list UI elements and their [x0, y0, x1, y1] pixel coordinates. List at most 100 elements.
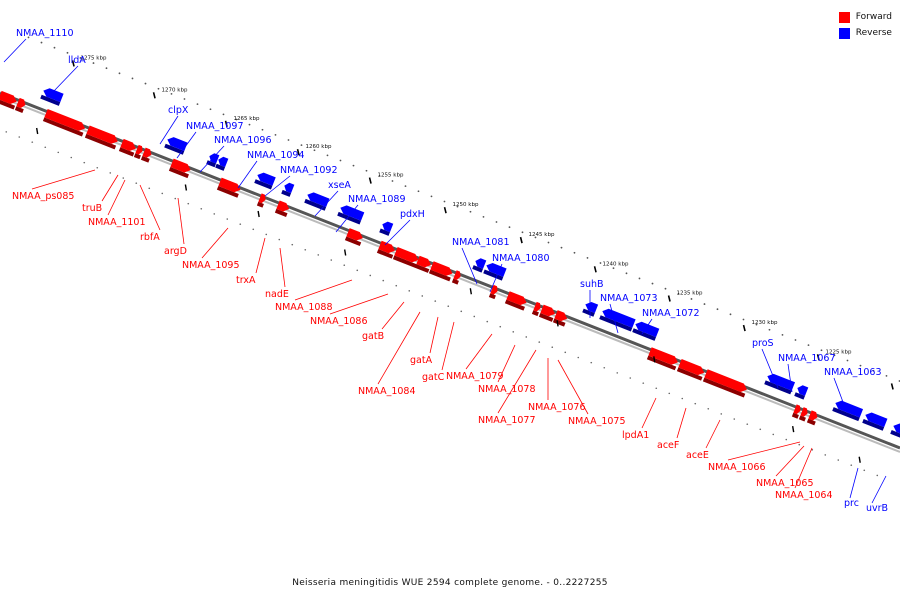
track-dot: [144, 82, 147, 85]
reverse-gene-arrow: [862, 412, 888, 431]
track-dot-lower: [798, 443, 801, 446]
reverse-leader-line: [641, 318, 653, 335]
track-dot: [222, 113, 225, 116]
reverse-gene-arrow-face: [486, 262, 507, 277]
track-dot: [378, 174, 381, 177]
gene-label-gatc: gatC: [422, 372, 445, 383]
track-dot-lower: [616, 372, 619, 374]
reverse-leader-line: [787, 363, 793, 393]
reverse-gene-arrow-face: [635, 321, 660, 338]
forward-gene-arrow-side: [0, 99, 16, 110]
reverse-gene-arrow-face: [257, 172, 276, 186]
forward-gene-arrow-face: [430, 261, 453, 276]
track-dot: [768, 328, 771, 331]
reverse-gene-arrow-face: [475, 258, 487, 269]
kbp-label: 1230 kbp: [752, 320, 778, 326]
position-marker: [556, 320, 559, 327]
track-dot: [66, 51, 69, 54]
forward-gene-arrow-side: [702, 377, 746, 398]
kbp-tick: [368, 177, 372, 184]
reverse-leader-line: [384, 219, 411, 246]
track-dot: [820, 349, 823, 352]
track-dot-lower: [57, 151, 60, 154]
reverse-swatch: [838, 27, 850, 39]
forward-gene-arrow-face: [800, 407, 808, 417]
position-marker: [791, 426, 795, 433]
track-dot: [729, 313, 732, 316]
reverse-leader-line: [159, 115, 179, 145]
forward-gene-arrow-face: [378, 240, 395, 254]
forward-gene-arrow: [414, 255, 432, 273]
track-dot: [404, 185, 407, 188]
reverse-leader-line: [461, 247, 478, 285]
track-dot: [287, 139, 290, 141]
forward-leader-line: [641, 397, 657, 429]
track-dot-lower: [330, 259, 333, 261]
kbp-label: 1270 kbp: [162, 87, 188, 93]
forward-gene-arrow-side: [806, 418, 816, 426]
reverse-gene-arrow: [483, 262, 507, 281]
forward-gene-arrow: [84, 125, 118, 150]
track-dot-lower: [603, 366, 606, 369]
forward-gene-arrow: [646, 347, 678, 371]
position-marker: [35, 127, 39, 135]
kbp-tick: [593, 266, 597, 273]
forward-gene-arrow-side: [791, 412, 799, 419]
track-dot-lower: [5, 131, 8, 133]
forward-gene-arrow: [504, 291, 527, 311]
track-dot: [508, 226, 511, 229]
forward-gene-arrow-face: [704, 369, 747, 392]
forward-gene-arrow: [140, 147, 152, 163]
gene-label-nmaa-1095: NMAA_1095: [182, 260, 240, 271]
gene-label-nmaa-1067: NMAA_1067: [778, 353, 836, 364]
track-dot: [469, 210, 472, 213]
forward-gene-arrow: [118, 138, 136, 157]
track-dot: [92, 62, 95, 64]
forward-leader-line: [429, 316, 439, 354]
forward-leader-line: [497, 349, 537, 414]
position-marker: [653, 356, 656, 363]
track-dot: [703, 303, 706, 305]
track-dot-lower: [499, 325, 502, 328]
track-dot-lower: [148, 187, 151, 190]
forward-gene-arrow-side: [14, 106, 24, 113]
gene-label-nmaa-1101: NMAA_1101: [88, 217, 146, 228]
forward-gene-arrow-side: [538, 312, 554, 322]
track-dot-lower: [31, 141, 34, 143]
gene-label-nmaa-1081: NMAA_1081: [452, 237, 510, 248]
track-dot-lower: [681, 397, 684, 400]
track-dot: [300, 144, 303, 147]
track-dot-lower: [421, 295, 424, 297]
kbp-tick: [667, 295, 671, 302]
forward-gene-arrow: [133, 144, 143, 160]
reverse-gene-arrow-side: [215, 163, 226, 171]
track-dot-lower: [512, 331, 515, 333]
reverse-gene-arrow-face: [602, 308, 636, 328]
track-dot: [105, 67, 108, 70]
kbp-label: 1225 kbp: [826, 349, 852, 355]
track-dot-lower: [863, 469, 866, 472]
kbp-label: 1260 kbp: [306, 144, 332, 150]
forward-gene-arrow-face: [346, 228, 363, 241]
position-marker: [343, 249, 347, 256]
reverse-gene-arrow-side: [337, 211, 362, 225]
reverse-gene-arrow-face: [209, 153, 220, 164]
reverse-gene-arrow-side: [164, 143, 185, 155]
track-dot: [872, 369, 875, 372]
track-dot-lower: [382, 279, 385, 282]
reverse-gene-arrow-side: [599, 315, 633, 332]
forward-leader-line: [775, 445, 805, 477]
track-dot: [183, 98, 186, 100]
legend-label-reverse: Reverse: [855, 28, 892, 38]
track-dot: [599, 262, 602, 264]
forward-leader-line: [279, 247, 286, 288]
track-dot-lower: [460, 310, 463, 313]
gene-label-acee: aceE: [686, 450, 709, 461]
forward-gene-arrow-face: [170, 158, 191, 173]
kbp-label: 1245 kbp: [529, 232, 555, 238]
kbp-tick: [742, 324, 746, 332]
track-dot: [547, 241, 550, 244]
forward-gene-arrow: [216, 177, 241, 198]
track-dot-lower: [18, 136, 21, 138]
